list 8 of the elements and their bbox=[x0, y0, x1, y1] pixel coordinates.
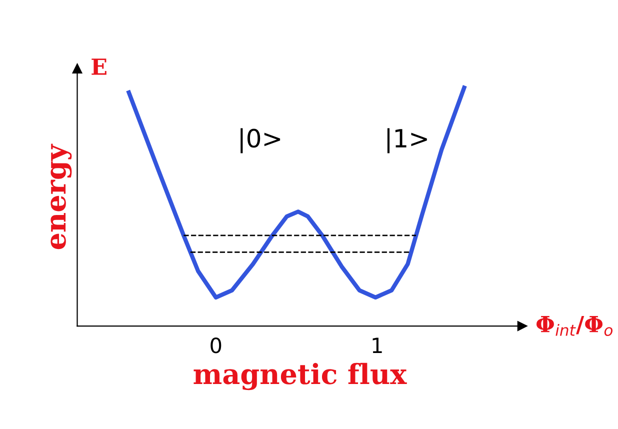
x-tick-label: 0 bbox=[210, 338, 222, 354]
x-tick-label: 1 bbox=[372, 338, 382, 353]
x-axis-title: magnetic flux bbox=[194, 362, 407, 390]
annotation: |0> bbox=[240, 128, 280, 154]
text: E bbox=[92, 58, 106, 75]
text: Φ$_{int}$/Φ$_{o}$ bbox=[536, 316, 613, 336]
y-axis-title: energy bbox=[50, 144, 72, 250]
annotation: |1> bbox=[387, 128, 427, 154]
